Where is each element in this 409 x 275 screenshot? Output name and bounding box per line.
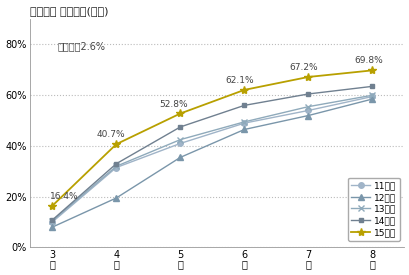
11年卒 <box>114 166 119 169</box>
12年卒 <box>49 226 54 229</box>
Text: 前月比＋2.6%: 前月比＋2.6% <box>57 42 105 51</box>
Line: 15年卒: 15年卒 <box>48 66 376 210</box>
13年卒 <box>369 94 374 97</box>
13年卒 <box>114 165 119 168</box>
11年卒 <box>49 221 54 224</box>
14年卒 <box>369 85 374 88</box>
15年卒 <box>369 69 374 72</box>
15年卒 <box>305 75 310 79</box>
11年卒 <box>369 95 374 98</box>
15年卒 <box>49 204 54 208</box>
Line: 12年卒: 12年卒 <box>49 96 374 230</box>
11年卒 <box>241 122 246 125</box>
11年卒 <box>178 142 182 145</box>
14年卒 <box>241 104 246 107</box>
Text: 16.4%: 16.4% <box>49 192 78 201</box>
15年卒 <box>114 142 119 146</box>
11年卒 <box>305 109 310 112</box>
Line: 11年卒: 11年卒 <box>49 94 374 225</box>
12年卒 <box>241 128 246 131</box>
14年卒 <box>49 218 54 222</box>
13年卒 <box>305 105 310 108</box>
14年卒 <box>178 125 182 129</box>
14年卒 <box>305 92 310 96</box>
15年卒 <box>178 112 182 115</box>
Text: 62.1%: 62.1% <box>225 76 253 85</box>
15年卒 <box>241 88 246 92</box>
Text: 67.2%: 67.2% <box>288 63 317 72</box>
13年卒 <box>178 138 182 141</box>
13年卒 <box>241 120 246 123</box>
Text: 52.8%: 52.8% <box>159 100 188 109</box>
12年卒 <box>305 114 310 117</box>
Text: 69.8%: 69.8% <box>353 56 382 65</box>
Line: 13年卒: 13年卒 <box>49 92 374 224</box>
12年卒 <box>114 196 119 200</box>
14年卒 <box>114 162 119 165</box>
Text: 40.7%: 40.7% <box>97 130 125 139</box>
Line: 14年卒: 14年卒 <box>50 84 374 222</box>
12年卒 <box>178 156 182 159</box>
Text: 内々定率 年度比較(全体): 内々定率 年度比較(全体) <box>30 6 108 16</box>
Legend: 11年卒, 12年卒, 13年卒, 14年卒, 15年卒: 11年卒, 12年卒, 13年卒, 14年卒, 15年卒 <box>347 178 399 241</box>
13年卒 <box>49 219 54 222</box>
12年卒 <box>369 97 374 101</box>
